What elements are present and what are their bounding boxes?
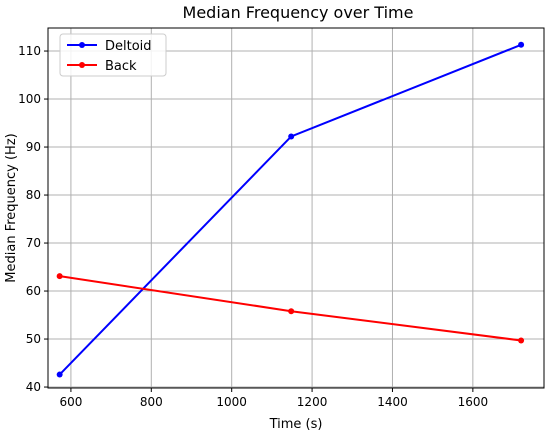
y-tick-label: 100 <box>18 92 41 106</box>
legend-label-back: Back <box>105 59 137 74</box>
x-axis-label: Time (s) <box>269 417 323 432</box>
y-tick-label: 60 <box>26 284 41 298</box>
y-tick-label: 70 <box>26 236 41 250</box>
grid <box>48 28 544 388</box>
legend-marker-back <box>79 62 85 68</box>
y-tick-label: 50 <box>26 332 41 346</box>
data-point-deltoid <box>56 371 63 378</box>
y-axis-label: Median Frequency (Hz) <box>4 133 19 282</box>
y-tick-label: 40 <box>26 380 41 394</box>
plot-area-frame <box>47 27 545 389</box>
legend-label-deltoid: Deltoid <box>105 39 152 54</box>
y-tick-label: 90 <box>26 140 41 154</box>
legend: Deltoid Back <box>59 33 167 77</box>
x-tick-label: 600 <box>59 395 82 409</box>
legend-marker-deltoid <box>79 42 85 48</box>
data-point-deltoid <box>288 133 295 140</box>
series-line-deltoid <box>58 43 522 376</box>
data-point-back <box>56 273 63 280</box>
x-tick-label: 1200 <box>297 395 328 409</box>
x-tick-label: 1000 <box>216 395 247 409</box>
series-group <box>56 41 525 378</box>
axis-ticks: 600 800 1000 1200 1400 1600 40 50 60 70 80 90 100 110 <box>18 44 488 409</box>
data-point-back <box>518 337 525 344</box>
x-tick-label: 800 <box>140 395 163 409</box>
chart-title: Median Frequency over Time <box>183 3 414 22</box>
y-tick-label: 80 <box>26 188 41 202</box>
x-tick-label: 1600 <box>458 395 489 409</box>
data-point-deltoid <box>518 41 525 48</box>
data-point-back <box>288 308 295 315</box>
y-tick-label: 110 <box>18 44 41 58</box>
x-tick-label: 1400 <box>377 395 408 409</box>
